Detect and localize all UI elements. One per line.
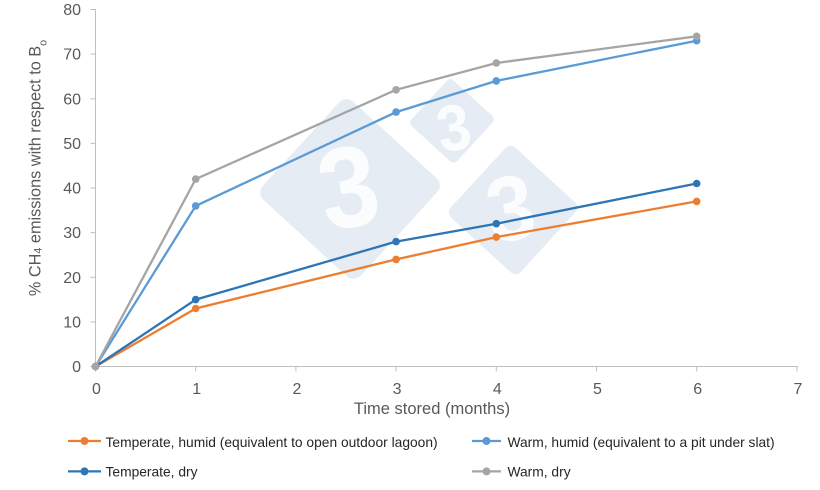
svg-text:60: 60 (63, 91, 81, 108)
svg-text:Warm, humid (equivalent to a p: Warm, humid (equivalent to a pit under s… (508, 435, 775, 450)
svg-text:1: 1 (192, 381, 201, 398)
svg-text:6: 6 (693, 381, 702, 398)
svg-text:40: 40 (63, 181, 81, 198)
svg-text:7: 7 (793, 381, 802, 398)
svg-text:0: 0 (72, 359, 81, 376)
svg-text:50: 50 (63, 136, 81, 153)
svg-text:0: 0 (92, 381, 101, 398)
svg-text:4: 4 (493, 381, 502, 398)
svg-text:Time stored (months): Time stored (months) (354, 400, 510, 418)
svg-text:3: 3 (393, 381, 402, 398)
svg-text:20: 20 (63, 270, 81, 287)
svg-text:80: 80 (63, 2, 81, 19)
svg-text:30: 30 (63, 225, 81, 242)
svg-text:Warm, dry: Warm, dry (508, 465, 571, 480)
svg-text:Temperate, dry: Temperate, dry (106, 465, 198, 480)
svg-text:2: 2 (292, 381, 301, 398)
svg-text:5: 5 (593, 381, 602, 398)
svg-text:10: 10 (63, 315, 81, 332)
svg-text:% CH4 emissions with respect t: % CH4 emissions with respect to Bo (27, 40, 50, 296)
svg-text:Temperate, humid (equivalent t: Temperate, humid (equivalent to open out… (106, 435, 438, 450)
svg-text:70: 70 (63, 47, 81, 64)
